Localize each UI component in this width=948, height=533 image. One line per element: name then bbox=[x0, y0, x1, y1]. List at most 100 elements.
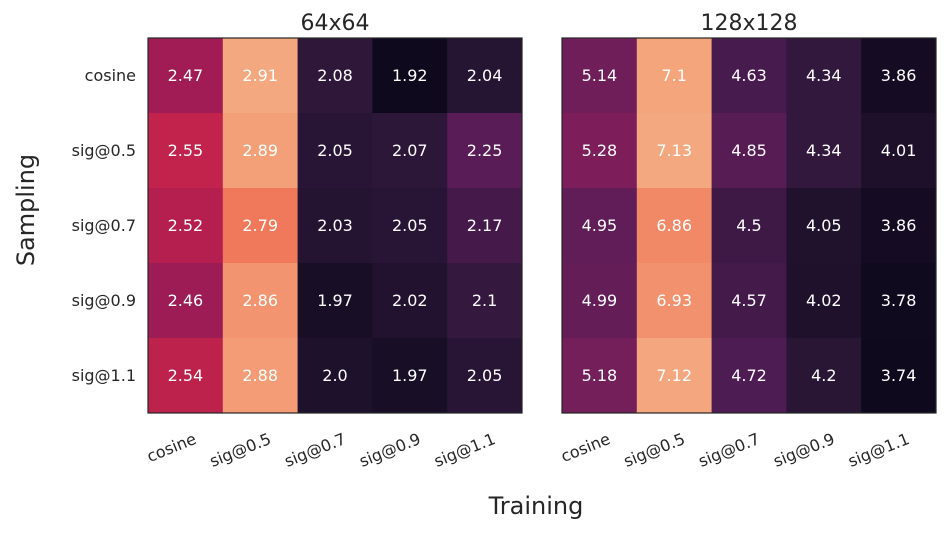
cell-value-label: 2.47 bbox=[168, 66, 204, 85]
cell-value-label: 3.74 bbox=[881, 366, 917, 385]
cell-value-label: 2.46 bbox=[168, 291, 204, 310]
heatmap-cell bbox=[372, 188, 448, 264]
heatmap-cell bbox=[297, 38, 373, 114]
cell-value-label: 2.25 bbox=[467, 141, 503, 160]
heatmap-cell bbox=[711, 338, 787, 414]
x-tick-label: sig@1.1 bbox=[845, 429, 912, 471]
cell-value-label: 2.89 bbox=[242, 141, 278, 160]
cell-value-label: 2.04 bbox=[467, 66, 503, 85]
y-tick-label: sig@0.7 bbox=[72, 216, 136, 235]
cell-value-label: 2.54 bbox=[168, 366, 204, 385]
cell-value-label: 7.1 bbox=[661, 66, 686, 85]
heatmap-cell bbox=[861, 338, 937, 414]
heatmap-cell bbox=[148, 263, 224, 339]
heatmap-panel-1: 2.47 2.91 2.08 1.92 2.04 2.55 2.89 2.05 2.07 2.25… bbox=[72, 11, 523, 471]
cell-value-label: 4.95 bbox=[582, 216, 618, 235]
x-tick-label: cosine bbox=[144, 429, 199, 466]
heatmap-cell bbox=[636, 38, 713, 114]
cell-value-label: 2.08 bbox=[317, 66, 353, 85]
heatmap-cell bbox=[711, 263, 787, 339]
heatmap-frame bbox=[561, 37, 937, 414]
heatmap-cell bbox=[861, 263, 937, 339]
heatmap-cell bbox=[636, 338, 713, 414]
heatmap-cell bbox=[222, 338, 299, 414]
heatmap-cell bbox=[711, 113, 787, 189]
heatmap-cell bbox=[297, 263, 373, 339]
heatmap-cell bbox=[562, 188, 638, 264]
cell-value-label: 2.55 bbox=[168, 141, 204, 160]
heatmap-cell bbox=[447, 188, 523, 264]
y-axis-label: Sampling bbox=[12, 154, 40, 266]
heatmap-cell bbox=[297, 338, 373, 414]
cell-value-label: 4.05 bbox=[806, 216, 842, 235]
heatmap-cell bbox=[861, 38, 937, 114]
cell-value-label: 6.93 bbox=[656, 291, 692, 310]
y-tick-label: sig@1.1 bbox=[72, 366, 136, 385]
heatmap-cell bbox=[786, 38, 862, 114]
cell-value-label: 2.07 bbox=[392, 141, 428, 160]
heatmap-cell bbox=[222, 113, 299, 189]
y-tick-label: cosine bbox=[85, 66, 136, 85]
cell-value-label: 2.05 bbox=[467, 366, 503, 385]
heatmap-frame bbox=[147, 37, 523, 414]
cell-value-label: 6.86 bbox=[656, 216, 692, 235]
x-tick-label: sig@0.9 bbox=[770, 429, 837, 471]
heatmap-cell bbox=[447, 38, 523, 114]
heatmap-cell bbox=[372, 338, 448, 414]
cell-value-label: 4.01 bbox=[881, 141, 917, 160]
heatmap-cell bbox=[222, 188, 299, 264]
cell-value-label: 4.02 bbox=[806, 291, 842, 310]
cell-value-label: 4.2 bbox=[811, 366, 836, 385]
cell-value-label: 4.5 bbox=[736, 216, 761, 235]
heatmap-cell bbox=[447, 338, 523, 414]
cell-value-label: 2.52 bbox=[168, 216, 204, 235]
x-tick-label: sig@0.7 bbox=[282, 429, 349, 471]
cell-value-label: 5.18 bbox=[582, 366, 618, 385]
panel-title: 64x64 bbox=[300, 11, 369, 36]
cell-value-label: 4.85 bbox=[731, 141, 767, 160]
cell-value-label: 2.02 bbox=[392, 291, 428, 310]
y-tick-label: sig@0.9 bbox=[72, 291, 136, 310]
x-tick-label: sig@0.9 bbox=[356, 429, 423, 471]
heatmap-cell bbox=[562, 38, 638, 114]
heatmap-cell bbox=[372, 113, 448, 189]
heatmap-cell bbox=[222, 263, 299, 339]
heatmap-cell bbox=[636, 263, 713, 339]
heatmap-cell bbox=[786, 263, 862, 339]
heatmap-cell bbox=[636, 188, 713, 264]
x-tick-label: sig@0.7 bbox=[696, 429, 763, 471]
cell-value-label: 4.99 bbox=[582, 291, 618, 310]
cell-value-label: 4.34 bbox=[806, 66, 842, 85]
cell-value-label: 7.13 bbox=[656, 141, 692, 160]
y-tick-label: sig@0.5 bbox=[72, 141, 136, 160]
cell-value-label: 2.05 bbox=[392, 216, 428, 235]
cell-value-label: 5.28 bbox=[582, 141, 618, 160]
heatmap-cell bbox=[148, 188, 224, 264]
x-tick-label: sig@1.1 bbox=[431, 429, 498, 471]
cell-value-label: 2.03 bbox=[317, 216, 353, 235]
heatmap-cell bbox=[786, 113, 862, 189]
heatmap-cell bbox=[148, 338, 224, 414]
cell-value-label: 2.91 bbox=[242, 66, 278, 85]
cell-value-label: 2.88 bbox=[242, 366, 278, 385]
x-tick-label: cosine bbox=[558, 429, 613, 466]
heatmap-cell bbox=[148, 38, 224, 114]
heatmap-cell bbox=[861, 113, 937, 189]
heatmap-cell bbox=[297, 113, 373, 189]
cell-value-label: 2.05 bbox=[317, 141, 353, 160]
cell-value-label: 4.72 bbox=[731, 366, 767, 385]
x-axis-label: Training bbox=[488, 492, 584, 520]
heatmap-cell bbox=[297, 188, 373, 264]
heatmap-cell bbox=[447, 263, 523, 339]
cell-value-label: 2.17 bbox=[467, 216, 503, 235]
heatmap-cell bbox=[861, 188, 937, 264]
cell-value-label: 4.34 bbox=[806, 141, 842, 160]
cell-value-label: 7.12 bbox=[656, 366, 692, 385]
heatmap-cell bbox=[711, 38, 787, 114]
heatmap-cell bbox=[148, 113, 224, 189]
cell-value-label: 1.92 bbox=[392, 66, 428, 85]
cell-value-label: 1.97 bbox=[392, 366, 428, 385]
heatmap-cell bbox=[222, 38, 299, 114]
